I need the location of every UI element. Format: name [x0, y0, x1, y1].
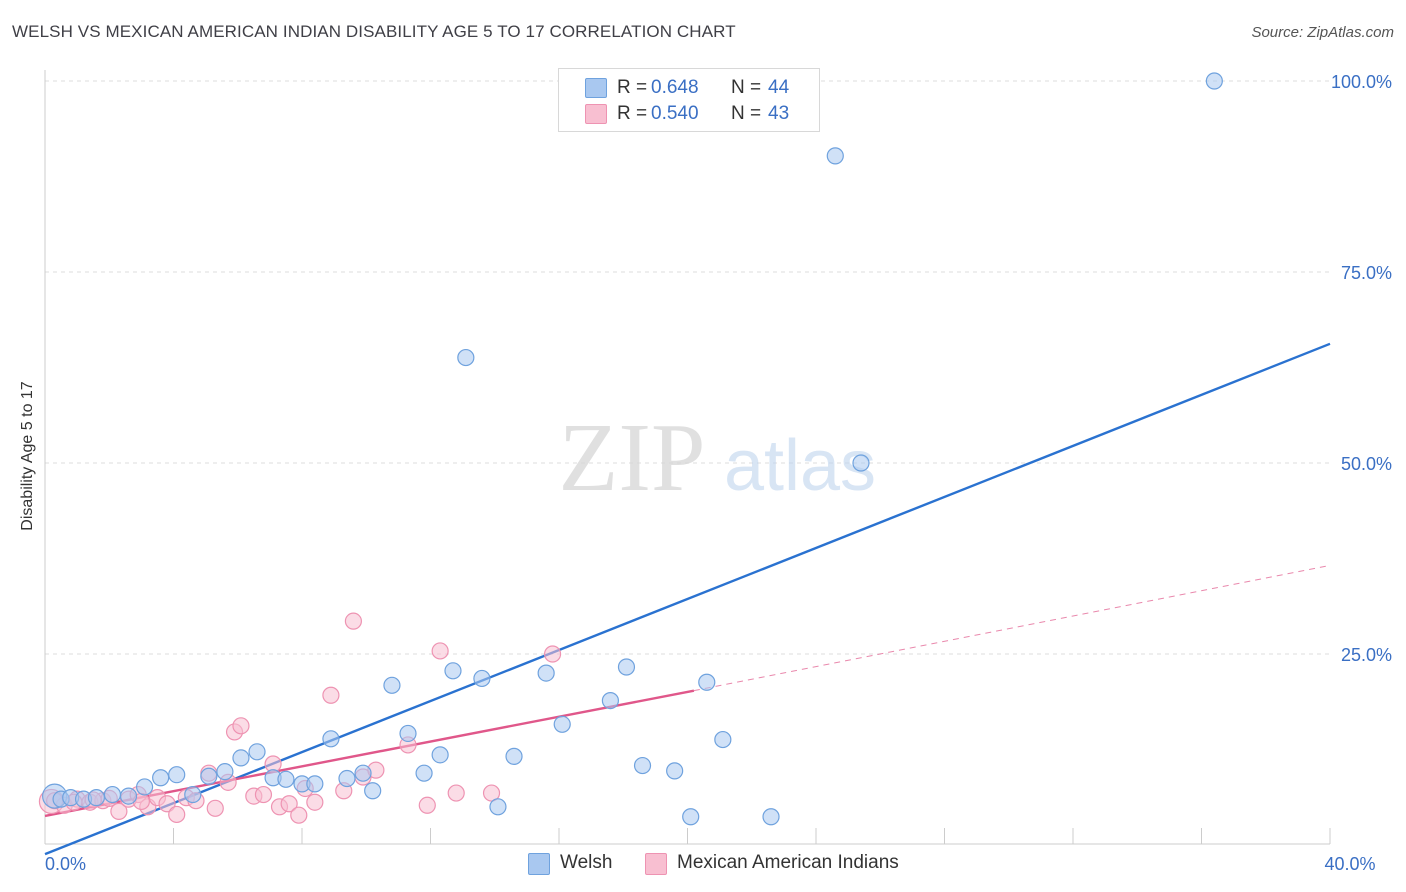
point-mexican — [232, 717, 250, 735]
legend-swatch-welsh — [528, 853, 550, 875]
point-welsh — [103, 785, 122, 804]
x-tick-label: 0.0% — [45, 854, 86, 874]
legend-r-value: 0.648 — [651, 77, 699, 98]
point-welsh — [633, 756, 652, 775]
watermark: ZIP atlas — [559, 404, 877, 512]
point-welsh — [473, 669, 491, 688]
trendline-welsh — [44, 342, 1331, 856]
point-welsh — [1205, 72, 1223, 90]
bottom-legend-mexican[interactable]: Mexican American Indians — [645, 852, 935, 876]
point-welsh — [200, 767, 218, 785]
point-mexican — [344, 612, 362, 630]
watermark-zip: ZIP — [559, 404, 706, 512]
legend-swatch-welsh — [585, 78, 607, 98]
point-welsh — [826, 147, 844, 165]
point-welsh — [322, 730, 340, 748]
legend-n-label: N = — [731, 77, 762, 98]
legend-r-label: R = — [617, 77, 648, 98]
point-welsh — [682, 808, 700, 826]
point-mexican — [543, 645, 562, 663]
legend-label-welsh: Welsh — [560, 852, 613, 873]
point-mexican — [206, 799, 224, 817]
y-tick-label: 100.0% — [1331, 72, 1392, 92]
legend-row-welsh: R = 0.648 N = 44 — [559, 75, 819, 101]
y-tick-label: 75.0% — [1341, 263, 1392, 283]
point-mexican — [290, 806, 308, 824]
correlation-legend: R = 0.648 N = 44 R = 0.540 N = 43 — [558, 68, 820, 132]
legend-swatch-mexican — [645, 853, 667, 875]
y-tick-label: 50.0% — [1341, 454, 1392, 474]
trendline-mexican — [693, 564, 1331, 692]
x-tick-label: 40.0% — [1324, 854, 1375, 874]
point-mexican — [482, 784, 501, 802]
point-welsh — [553, 715, 571, 733]
point-welsh — [232, 749, 250, 767]
point-welsh — [431, 746, 449, 764]
point-mexican — [431, 642, 449, 660]
point-welsh — [762, 808, 780, 826]
point-welsh — [168, 766, 186, 784]
point-mexican — [418, 796, 436, 814]
point-welsh — [364, 782, 382, 800]
point-welsh — [399, 724, 417, 743]
point-welsh — [184, 785, 202, 804]
point-mexican — [280, 795, 298, 813]
legend-swatch-mexican — [585, 104, 607, 124]
point-mexican — [158, 795, 176, 813]
point-mexican — [447, 784, 465, 802]
bottom-legend-welsh[interactable]: Welsh — [528, 852, 638, 876]
point-welsh — [537, 664, 555, 682]
axes — [44, 70, 1331, 845]
point-mexican — [254, 785, 273, 804]
point-welsh — [383, 676, 401, 694]
point-welsh — [306, 775, 324, 793]
point-welsh — [457, 348, 475, 367]
legend-r-label: R = — [617, 103, 648, 124]
point-welsh — [216, 763, 234, 781]
legend-n-value: 43 — [768, 103, 790, 124]
point-welsh — [119, 787, 138, 805]
legend-label-mexican: Mexican American Indians — [677, 852, 899, 873]
legend-row-mexican: R = 0.540 N = 43 — [559, 101, 819, 127]
legend-n-value: 44 — [768, 77, 790, 98]
chart-title: WELSH VS MEXICAN AMERICAN INDIAN DISABIL… — [12, 22, 736, 41]
point-welsh — [135, 778, 154, 796]
point-welsh — [852, 454, 870, 472]
point-welsh — [444, 662, 462, 680]
point-welsh — [248, 743, 266, 761]
point-welsh — [666, 762, 684, 780]
point-welsh — [714, 730, 732, 749]
data-points — [38, 72, 1223, 826]
point-welsh — [277, 770, 295, 788]
grid-lines — [45, 80, 1330, 655]
point-welsh — [338, 769, 356, 788]
y-tick-label: 25.0% — [1341, 645, 1392, 665]
point-welsh — [698, 673, 716, 691]
point-welsh — [87, 789, 106, 807]
point-mexican — [306, 793, 324, 811]
point-welsh — [152, 769, 170, 787]
legend-r-value: 0.540 — [651, 103, 699, 124]
tick-labels: 25.0% 50.0% 75.0% 100.0% 0.0% 40.0% — [45, 72, 1392, 874]
point-welsh — [601, 692, 620, 710]
point-welsh — [505, 747, 523, 765]
point-welsh — [415, 764, 433, 782]
point-mexican — [322, 686, 340, 704]
chart-source: Source: ZipAtlas.com — [1251, 24, 1394, 41]
point-welsh — [354, 764, 372, 782]
point-welsh — [617, 658, 636, 676]
point-welsh — [489, 798, 507, 816]
y-axis-label: Disability Age 5 to 17 — [19, 381, 36, 531]
watermark-atlas: atlas — [724, 426, 876, 506]
legend-n-label: N = — [731, 103, 762, 124]
point-mexican — [110, 802, 128, 820]
point-mexican — [168, 805, 186, 824]
